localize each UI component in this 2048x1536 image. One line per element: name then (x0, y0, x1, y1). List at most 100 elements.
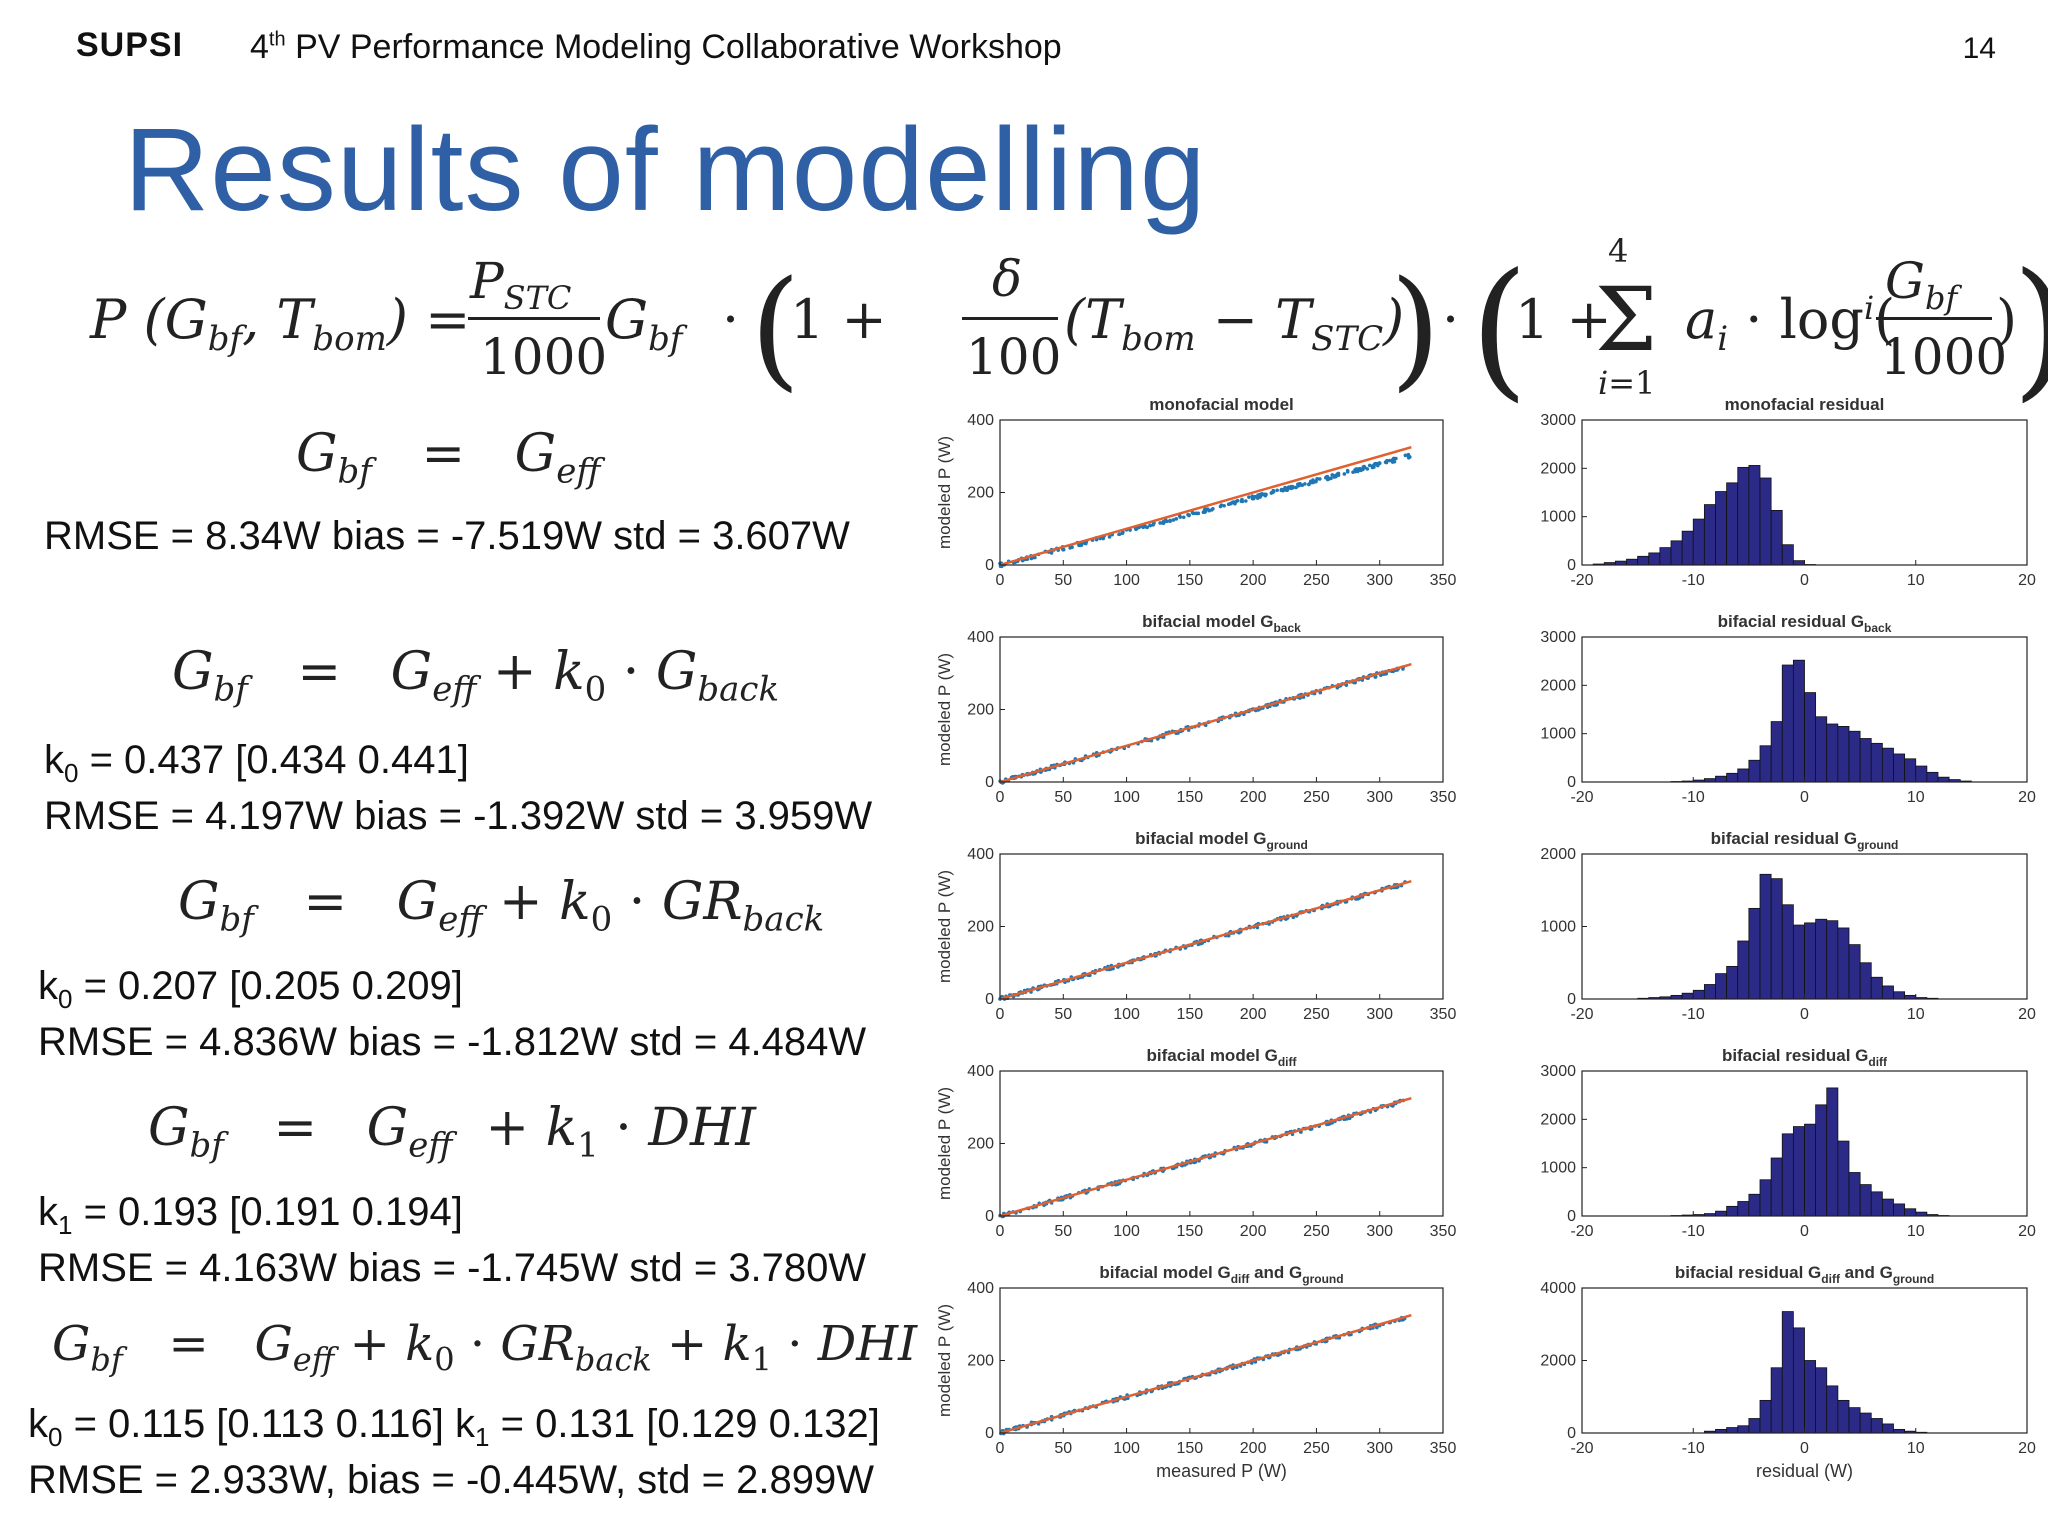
scatter-point (1143, 524, 1148, 529)
y-tick-label: 2000 (1540, 677, 1576, 694)
scatter-point (1259, 492, 1264, 497)
x-tick-label: 100 (1113, 1440, 1140, 1457)
histogram-bar (1726, 1427, 1739, 1434)
chart-1: monofacial residual -20 -10 0 10 20 0 1000 2000 3… (1540, 395, 2036, 589)
slide-title: Results of modelling (124, 104, 1207, 236)
plot-frame (999, 419, 1444, 566)
y-tick-label: 200 (967, 485, 994, 502)
x-tick-label: 10 (1907, 789, 1925, 806)
histogram-bars (1592, 465, 1817, 566)
histogram-bar (1837, 1399, 1850, 1434)
histogram-bar (1881, 985, 1894, 1000)
x-axis-label: residual (W) (1756, 1461, 1853, 1481)
scatter-point (1325, 474, 1330, 479)
scatter-point (1211, 506, 1215, 511)
histogram-bar (1681, 992, 1694, 1000)
histogram-bar (1737, 1201, 1750, 1217)
histogram-bar (1804, 692, 1817, 783)
fit-line (999, 662, 1412, 784)
y-tick-label: 1000 (1540, 1160, 1576, 1177)
coeff-ground-value: = 0.207 [0.205 0.209] (72, 964, 463, 1008)
histogram-bar (1770, 1367, 1783, 1434)
histogram-bar (1726, 772, 1739, 783)
plot-frame (1581, 419, 2028, 566)
scatter-point (1256, 493, 1260, 497)
x-tick-label: 200 (1240, 1440, 1267, 1457)
x-tick-label: 20 (2018, 789, 2036, 806)
histogram-bar (1748, 759, 1761, 783)
histogram-bar (1893, 1203, 1906, 1217)
histogram-bar (1715, 775, 1728, 783)
histogram-bar (1681, 530, 1694, 566)
x-tick-label: 250 (1303, 1223, 1330, 1240)
scatter-point (1084, 541, 1088, 546)
scatter-point (1294, 485, 1298, 490)
x-tick-label: 300 (1366, 1006, 1393, 1023)
scatter-point (1161, 520, 1166, 525)
y-tick-label: 0 (985, 1425, 994, 1442)
scatter-points (998, 452, 1412, 569)
x-tick-label: 150 (1177, 572, 1204, 589)
histogram-bar (1870, 1418, 1883, 1434)
y-axis-label: modeled P (W) (935, 653, 954, 766)
x-tick-label: 50 (1054, 1440, 1072, 1457)
histogram-bar (1926, 771, 1939, 783)
histogram-bars (1637, 873, 1939, 1000)
y-tick-label: 0 (985, 774, 994, 791)
histogram-bar (1759, 745, 1772, 783)
histogram-bar (1792, 924, 1805, 1000)
chart-title: monofacial residual (1725, 395, 1885, 414)
x-tick-label: 0 (1800, 1006, 1809, 1023)
scatter-point (1203, 509, 1208, 514)
histogram-bar (1859, 738, 1872, 783)
chart-title: bifacial model Gback (1142, 612, 1301, 635)
x-tick-label: 350 (1430, 572, 1457, 589)
x-tick-label: 50 (1054, 1006, 1072, 1023)
stats-ground: RMSE = 4.836W bias = -1.812W std = 4.484… (38, 1020, 867, 1064)
equation-combined: Gbf = Geff + k0 · GRback + k1 · DHI (52, 1316, 918, 1379)
histogram-bars (1670, 1087, 1950, 1217)
x-tick-label: 200 (1240, 572, 1267, 589)
histogram-bar (1737, 940, 1750, 1000)
scatter-point (1171, 518, 1176, 522)
chart-3: bifacial residual Gback -20 -10 0 10 20 0 1000 2… (1540, 612, 2036, 806)
histogram-bars (1670, 659, 1972, 783)
y-tick-label: 0 (1567, 1425, 1576, 1442)
histogram-bar (1781, 664, 1794, 783)
y-tick-label: 1000 (1540, 509, 1576, 526)
x-tick-label: 200 (1240, 1223, 1267, 1240)
chart-title: bifacial residual Gback (1718, 612, 1892, 635)
histogram-bar (1792, 659, 1805, 783)
scatter-point (1357, 466, 1362, 471)
scatter-point (1271, 489, 1276, 494)
histogram-bar (1870, 976, 1883, 1000)
histogram-bar (1781, 1311, 1794, 1434)
histogram-bar (1870, 1191, 1883, 1217)
y-axis-label: modeled P (W) (935, 436, 954, 549)
x-tick-label: 0 (1800, 1440, 1809, 1457)
chart-8: bifacial model Gdiff and Gground 0 50 100 15… (935, 1263, 1457, 1481)
x-tick-label: -20 (1570, 1223, 1593, 1240)
histogram-bar (1881, 1423, 1894, 1434)
scatter-point (1297, 483, 1302, 488)
histogram-bar (1893, 991, 1906, 1000)
scatter-point (1120, 531, 1125, 536)
scatter-point (1387, 458, 1392, 463)
x-tick-label: 300 (1366, 572, 1393, 589)
histogram-bar (1859, 962, 1872, 1000)
y-tick-label: 3000 (1540, 1063, 1576, 1080)
scatter-point (1275, 488, 1279, 493)
x-tick-label: 350 (1430, 789, 1457, 806)
y-tick-label: 4000 (1540, 1280, 1576, 1297)
histogram-bar (1692, 518, 1705, 566)
x-tick-label: -20 (1570, 1006, 1593, 1023)
histogram-bar (1848, 1407, 1861, 1434)
coeff-diff-value: = 0.193 [0.191 0.194] (72, 1190, 463, 1234)
histogram-bar (1837, 726, 1850, 783)
scatter-point (1363, 465, 1367, 470)
histogram-bar (1837, 1140, 1850, 1217)
x-tick-label: -20 (1570, 1440, 1593, 1457)
y-axis-label: modeled P (W) (935, 870, 954, 983)
y-axis-label: modeled P (W) (935, 1087, 954, 1200)
x-tick-label: 350 (1430, 1440, 1457, 1457)
